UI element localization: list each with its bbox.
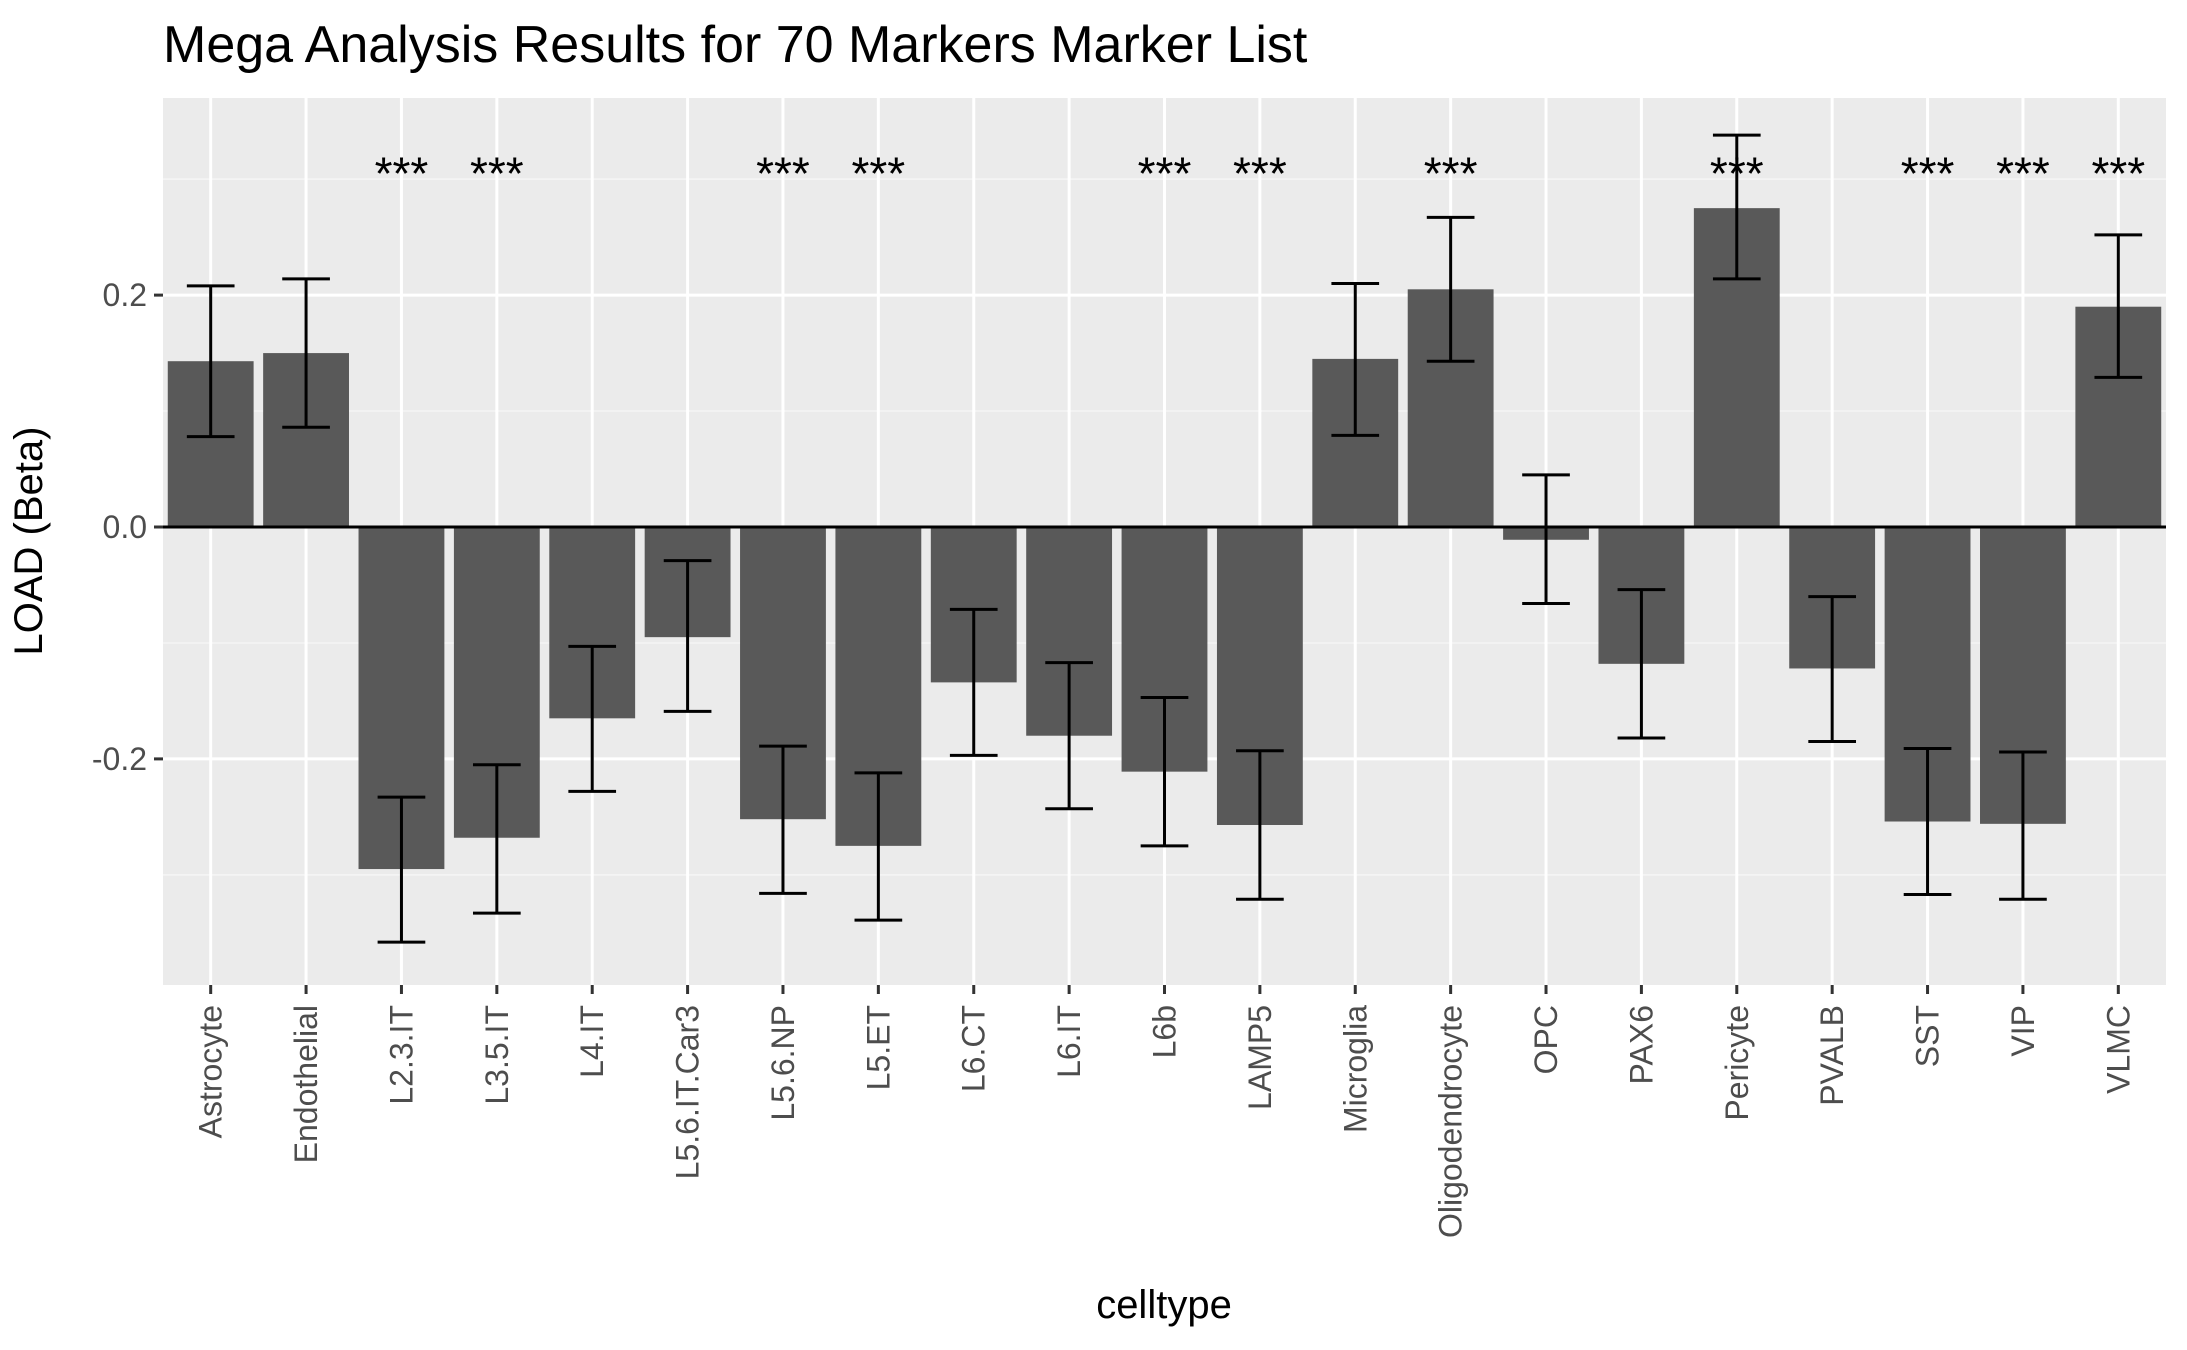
errorbar-l6-ct: [949, 607, 998, 757]
x-tick-label: Microglia: [1337, 1005, 1373, 1133]
x-tick-label: L3.5.IT: [479, 1005, 515, 1105]
significance-labels: *** *** *** *** *** *** *** *** *** *** ***: [375, 147, 2146, 199]
x-axis-title: celltype: [1096, 1283, 1232, 1327]
x-tick-label: L6b: [1147, 1005, 1183, 1058]
errorbar-pericyte: [1712, 133, 1761, 281]
errorbar-l5-6-it-car3: [663, 559, 712, 713]
x-tick-label: OPC: [1528, 1005, 1564, 1074]
x-tick-label: L5.6.NP: [765, 1005, 801, 1121]
errorbar-l2-3-it: [377, 795, 426, 944]
x-tick-label: PVALB: [1814, 1005, 1850, 1106]
y-axis: -0.2 0.0 0.2: [92, 277, 163, 777]
y-tick-label: -0.2: [92, 741, 147, 777]
significance-label: ***: [1901, 147, 1955, 199]
y-axis-title: LOAD (Beta): [7, 427, 51, 656]
x-axis: Astrocyte Endothelial L2.3.IT L3.5.IT L4.IT L…: [193, 985, 2136, 1238]
x-tick-label: L6.IT: [1051, 1005, 1087, 1078]
significance-label: ***: [1424, 147, 1478, 199]
errorbar-astrocyte: [186, 284, 235, 439]
errorbar-vip: [1999, 750, 2047, 901]
significance-label: ***: [1138, 147, 1192, 199]
errorbar-l4-it: [568, 644, 617, 793]
errorbar-endothelial: [282, 277, 330, 429]
significance-label: ***: [756, 147, 810, 199]
y-tick-label: 0.2: [103, 277, 147, 313]
errorbar-l6-it: [1045, 661, 1093, 811]
errorbar-pax6: [1617, 588, 1666, 740]
y-tick-label: 0.0: [103, 509, 147, 545]
error-bars: [186, 133, 2143, 944]
errorbar-l6b: [1140, 695, 1189, 848]
x-tick-label: VIP: [2005, 1005, 2041, 1057]
errorbar-l5-et: [854, 771, 903, 922]
x-tick-label: Oligodendrocyte: [1433, 1005, 1469, 1238]
errorbar-opc: [1522, 473, 1570, 606]
x-tick-label: SST: [1910, 1005, 1946, 1067]
x-tick-label: Astrocyte: [193, 1005, 229, 1138]
x-tick-label: L5.ET: [860, 1005, 896, 1090]
errorbar-sst: [1903, 746, 1952, 897]
x-tick-label: VLMC: [2100, 1005, 2136, 1094]
errorbar-pvalb: [1808, 595, 1857, 744]
errorbar-microglia: [1331, 282, 1380, 437]
significance-label: ***: [1233, 147, 1287, 199]
x-tick-label: L6.CT: [956, 1005, 992, 1092]
x-tick-label: PAX6: [1623, 1005, 1659, 1084]
significance-label: ***: [851, 147, 905, 199]
significance-label: ***: [2091, 147, 2145, 199]
significance-label: ***: [470, 147, 524, 199]
significance-label: ***: [1710, 147, 1764, 199]
significance-label: ***: [1996, 147, 2050, 199]
errorbar-vlmc: [2094, 233, 2143, 379]
x-tick-label: Endothelial: [288, 1005, 324, 1163]
errorbar-l5-6-np: [759, 744, 807, 895]
chart-title: Mega Analysis Results for 70 Markers Mar…: [163, 16, 1308, 74]
x-tick-label: L5.6.IT.Car3: [670, 1005, 706, 1179]
errorbar-oligodendrocyte: [1426, 215, 1475, 363]
x-tick-label: LAMP5: [1242, 1005, 1278, 1110]
x-tick-label: Pericyte: [1719, 1005, 1755, 1121]
errorbar-l3-5-it: [472, 763, 521, 915]
significance-label: ***: [375, 147, 429, 199]
x-tick-label: L2.3.IT: [383, 1005, 419, 1105]
errorbar-lamp5: [1236, 749, 1284, 901]
x-tick-label: L4.IT: [574, 1005, 610, 1078]
